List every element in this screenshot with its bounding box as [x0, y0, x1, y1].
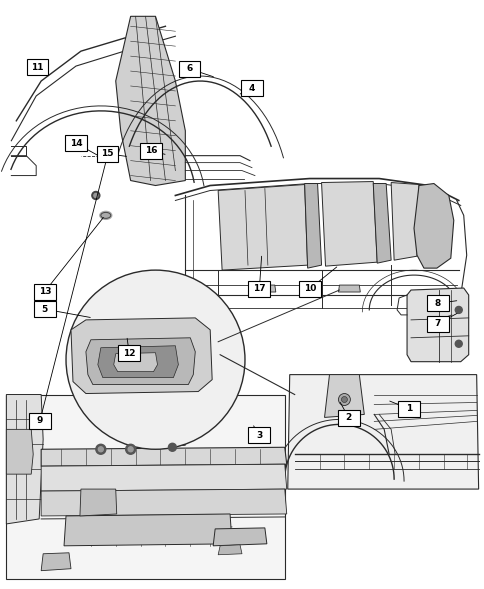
FancyBboxPatch shape — [140, 143, 162, 159]
Circle shape — [98, 447, 103, 452]
Polygon shape — [213, 528, 266, 546]
Polygon shape — [338, 285, 360, 292]
Text: 17: 17 — [253, 284, 265, 293]
Polygon shape — [86, 338, 195, 385]
Text: 6: 6 — [186, 64, 192, 73]
Polygon shape — [373, 184, 390, 263]
Polygon shape — [413, 184, 453, 268]
Text: 12: 12 — [122, 349, 135, 358]
Polygon shape — [6, 395, 43, 524]
Text: 3: 3 — [256, 431, 262, 440]
Circle shape — [454, 306, 461, 313]
Text: 4: 4 — [248, 84, 255, 92]
Circle shape — [125, 444, 136, 454]
Circle shape — [96, 444, 106, 454]
Circle shape — [94, 193, 98, 197]
FancyBboxPatch shape — [248, 281, 270, 297]
Text: 14: 14 — [70, 139, 82, 148]
Circle shape — [454, 340, 461, 348]
Text: 5: 5 — [42, 305, 48, 314]
Circle shape — [108, 154, 112, 158]
FancyBboxPatch shape — [241, 80, 262, 96]
Text: 1: 1 — [405, 404, 411, 413]
FancyBboxPatch shape — [96, 146, 118, 162]
FancyBboxPatch shape — [178, 61, 200, 77]
Text: 11: 11 — [31, 62, 44, 71]
Circle shape — [91, 191, 100, 200]
Polygon shape — [116, 16, 185, 186]
Circle shape — [66, 270, 244, 449]
Polygon shape — [41, 447, 286, 466]
Polygon shape — [41, 489, 286, 516]
Circle shape — [106, 152, 115, 160]
Polygon shape — [41, 552, 71, 571]
FancyBboxPatch shape — [426, 316, 448, 332]
FancyBboxPatch shape — [34, 284, 56, 300]
FancyBboxPatch shape — [337, 409, 359, 426]
Polygon shape — [254, 285, 275, 292]
Polygon shape — [6, 429, 33, 474]
Text: 10: 10 — [303, 284, 316, 293]
Polygon shape — [71, 318, 212, 393]
Polygon shape — [218, 184, 307, 270]
Polygon shape — [287, 375, 478, 489]
FancyBboxPatch shape — [248, 427, 270, 443]
Polygon shape — [114, 353, 157, 372]
Polygon shape — [160, 395, 190, 447]
Polygon shape — [98, 346, 178, 378]
Text: 9: 9 — [37, 416, 43, 425]
Polygon shape — [6, 395, 284, 578]
Polygon shape — [41, 464, 286, 491]
FancyBboxPatch shape — [27, 59, 48, 75]
Polygon shape — [80, 489, 117, 516]
Text: 13: 13 — [38, 287, 51, 296]
FancyBboxPatch shape — [118, 345, 140, 361]
Text: 16: 16 — [144, 147, 157, 155]
Polygon shape — [406, 288, 468, 362]
Circle shape — [168, 444, 176, 451]
Polygon shape — [64, 514, 231, 546]
FancyBboxPatch shape — [29, 412, 51, 429]
FancyBboxPatch shape — [426, 295, 448, 311]
FancyBboxPatch shape — [34, 301, 56, 317]
Circle shape — [128, 447, 133, 452]
Circle shape — [341, 396, 347, 402]
Circle shape — [338, 393, 349, 405]
Text: 8: 8 — [434, 299, 440, 308]
Polygon shape — [321, 181, 377, 266]
Polygon shape — [218, 545, 242, 555]
Polygon shape — [390, 183, 418, 260]
Text: 7: 7 — [434, 319, 440, 328]
Ellipse shape — [100, 211, 111, 219]
Polygon shape — [304, 184, 321, 268]
FancyBboxPatch shape — [397, 401, 419, 417]
Text: 2: 2 — [345, 413, 351, 422]
Polygon shape — [324, 375, 363, 418]
FancyBboxPatch shape — [299, 281, 320, 297]
Text: 15: 15 — [101, 149, 113, 158]
FancyBboxPatch shape — [65, 135, 87, 151]
